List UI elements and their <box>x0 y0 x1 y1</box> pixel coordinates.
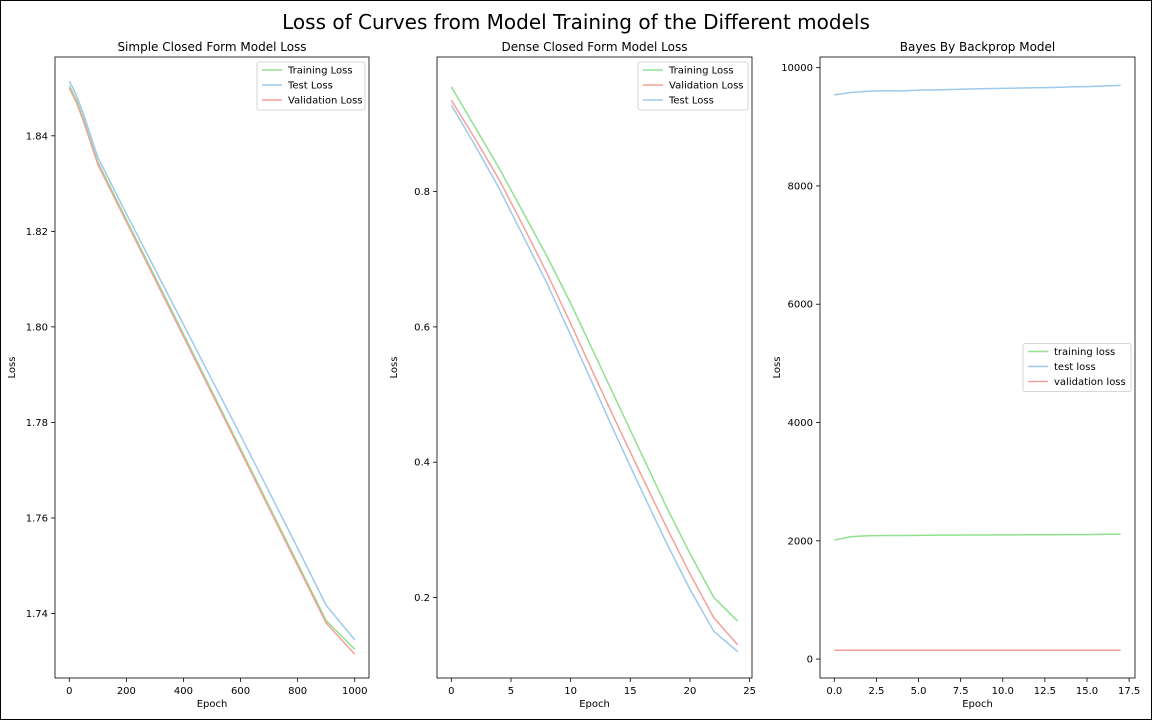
chart-3-ytick-label: 4000 <box>788 418 813 429</box>
chart-1-ytick-label: 1.78 <box>26 418 48 429</box>
chart-3-series-training-loss-line <box>834 533 1121 541</box>
chart-1-ytick-label: 1.82 <box>26 227 48 238</box>
chart-1-ylabel: Loss <box>7 357 18 379</box>
chart-2-xtick-label: 0 <box>448 686 454 697</box>
chart-2-ylabel: Loss <box>389 357 400 379</box>
chart-3-xtick-label: 15.0 <box>1076 686 1098 697</box>
chart-3-ytick-label: 8000 <box>788 181 813 192</box>
chart-2-series-test-loss-line <box>450 104 739 653</box>
chart-1-axes-frame <box>54 56 370 679</box>
chart-2-legend-label-test-loss: Test Loss <box>668 96 714 107</box>
chart-3-xtick-label: 5.0 <box>911 686 927 697</box>
chart-3-ytick-label: 0 <box>807 655 813 666</box>
chart-3-xtick-label: 12.5 <box>1034 686 1056 697</box>
chart-3-ytick-label: 2000 <box>788 536 813 547</box>
chart-2-series-validation-loss-line <box>450 99 739 646</box>
chart-1-legend: Training Loss Test Loss Validation Loss <box>256 61 366 111</box>
chart-2-xtick-label: 10 <box>564 686 577 697</box>
chart-1-xtick-label: 400 <box>174 686 193 697</box>
chart-2-axes-frame <box>436 56 753 679</box>
chart-3-legend-label-training-loss: training loss <box>1054 347 1115 358</box>
chart-3-xtick-label: 10.0 <box>992 686 1014 697</box>
chart-3-legend: training loss test loss validation loss <box>1022 343 1132 392</box>
chart-1-xlabel: Epoch <box>197 699 228 710</box>
chart-1-xtick-label: 600 <box>231 686 250 697</box>
chart-2-ytick-label: 0.6 <box>414 322 430 333</box>
chart-3: Bayes By Backprop Model 0.0 2.5 5.0 7.5 10.0 1… <box>772 40 1140 710</box>
figure-title: Loss of Curves from Model Training of th… <box>282 10 870 34</box>
chart-3-series-group <box>834 84 1121 651</box>
chart-3-xlabel: Epoch <box>962 699 993 710</box>
chart-1-legend-box <box>256 61 366 111</box>
chart-2-title: Dense Closed Form Model Loss <box>501 40 687 54</box>
chart-3-title: Bayes By Backprop Model <box>900 40 1056 54</box>
chart-2-xtick-label: 20 <box>684 686 697 697</box>
chart-1-legend-label-test-loss: Test Loss <box>287 81 333 92</box>
chart-2-legend-label-training-loss: Training Loss <box>668 66 734 77</box>
chart-1: Simple Closed Form Model Loss 0 200 400 600 8… <box>7 40 370 710</box>
chart-2-series-training-loss-line <box>450 86 739 622</box>
chart-1-xtick-label: 1000 <box>342 686 367 697</box>
chart-3-ytick-label: 10000 <box>781 63 813 74</box>
chart-1-title: Simple Closed Form Model Loss <box>117 40 306 54</box>
chart-1-ytick-label: 1.76 <box>26 513 48 524</box>
chart-3-series-test-loss-line <box>834 84 1121 96</box>
chart-2: Dense Closed Form Model Loss 0 5 10 15 20 25 0.… <box>389 40 756 710</box>
chart-1-series-training-loss-line <box>68 85 356 650</box>
chart-3-xtick-label: 0.0 <box>826 686 842 697</box>
chart-1-ytick-label: 1.84 <box>26 131 48 142</box>
chart-1-xtick-label: 0 <box>66 686 72 697</box>
chart-3-xtick-label: 2.5 <box>868 686 884 697</box>
chart-1-xtick-label: 800 <box>288 686 307 697</box>
chart-2-xlabel: Epoch <box>579 699 610 710</box>
chart-1-series-group <box>68 80 356 655</box>
chart-2-legend-box <box>637 61 749 111</box>
chart-1-xtick-label: 200 <box>117 686 136 697</box>
chart-1-series-test-loss-line <box>68 80 356 641</box>
chart-2-ytick-label: 0.2 <box>414 593 430 604</box>
chart-2-xtick-label: 25 <box>743 686 756 697</box>
chart-2-ytick-label: 0.4 <box>414 458 430 469</box>
chart-1-legend-label-validation-loss: Validation Loss <box>288 96 363 107</box>
chart-2-xtick-label: 15 <box>624 686 637 697</box>
chart-1-ytick-label: 1.74 <box>26 609 48 620</box>
chart-3-ytick-label: 6000 <box>788 300 813 311</box>
chart-1-legend-label-training-loss: Training Loss <box>287 66 353 77</box>
chart-3-xtick-label: 7.5 <box>953 686 969 697</box>
chart-3-xtick-label: 17.5 <box>1118 686 1140 697</box>
chart-1-series-validation-loss-line <box>68 87 356 655</box>
chart-2-ytick-label: 0.8 <box>414 187 430 198</box>
chart-3-axes-frame <box>819 56 1136 679</box>
chart-3-ylabel: Loss <box>772 357 783 379</box>
chart-3-legend-box <box>1022 343 1132 392</box>
chart-2-series-group <box>450 86 739 653</box>
chart-3-legend-label-test-loss: test loss <box>1054 362 1096 373</box>
chart-1-ytick-label: 1.80 <box>26 322 48 333</box>
chart-3-legend-label-validation-loss: validation loss <box>1054 377 1126 388</box>
chart-2-xtick-label: 5 <box>508 686 514 697</box>
chart-2-legend-label-validation-loss: Validation Loss <box>669 81 744 92</box>
chart-2-legend: Training Loss Validation Loss Test Loss <box>637 61 749 111</box>
